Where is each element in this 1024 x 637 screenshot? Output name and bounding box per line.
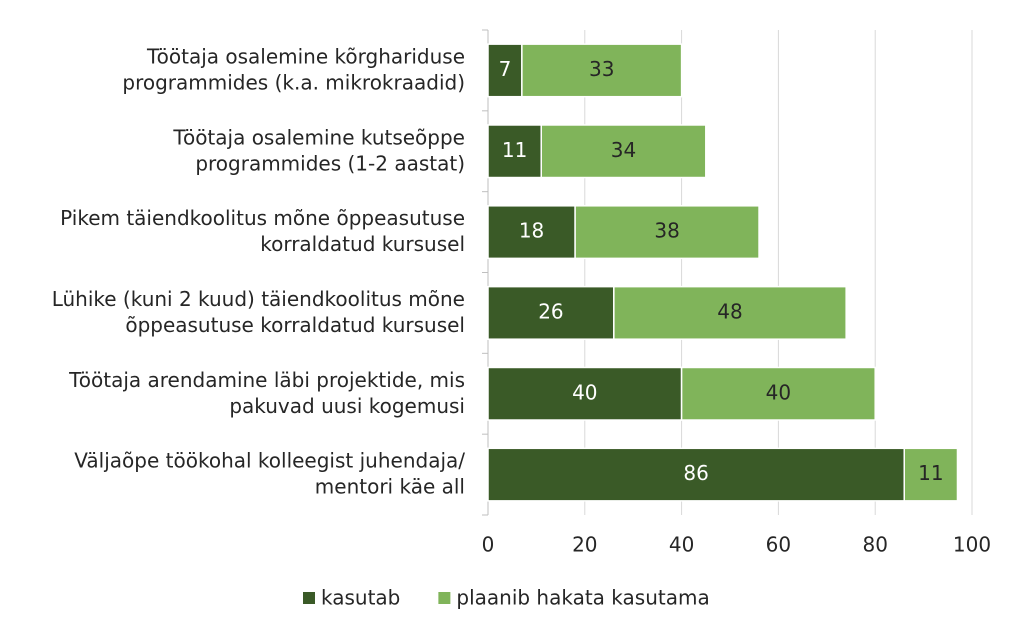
data-label: 40: [572, 380, 597, 404]
bar-segment: [487, 43, 523, 98]
data-label: 34: [611, 138, 636, 162]
bar-segment: [540, 124, 707, 179]
category-label: Lühike (kuni 2 kuud) täiendkoolitus mõne…: [52, 286, 465, 336]
data-label: 18: [519, 219, 544, 243]
bar-segment: [613, 285, 847, 340]
bar-segment: [487, 447, 905, 502]
category-label: Töötaja arendamine läbi projektide, mis p…: [68, 367, 465, 417]
bar-segment: [487, 124, 542, 179]
data-label: 40: [766, 380, 791, 404]
data-label: 48: [717, 299, 742, 323]
legend-label: kasutab: [321, 586, 400, 610]
data-label: 7: [499, 57, 512, 81]
data-label: 11: [502, 138, 527, 162]
x-tick-label: 40: [669, 533, 694, 557]
data-label: 33: [589, 57, 614, 81]
data-label: 38: [654, 219, 679, 243]
legend-swatch: [303, 592, 315, 604]
bar-segment: [680, 366, 876, 421]
x-tick-label: 60: [766, 533, 791, 557]
bar-segment: [487, 205, 576, 260]
legend-swatch: [438, 592, 451, 604]
bar-segment: [521, 43, 683, 98]
category-label: Töötaja osalemine kutseõppe programmides …: [172, 125, 465, 175]
data-label: 26: [538, 299, 563, 323]
x-tick-label: 20: [572, 533, 597, 557]
bar-segment: [487, 285, 615, 340]
data-label: 11: [918, 461, 943, 485]
x-tick-label: 80: [862, 533, 887, 557]
category-label: Väljaõpe töökohal kolleegist juhendaja/m…: [74, 448, 465, 498]
bar-segment: [574, 205, 760, 260]
x-tick-label: 100: [953, 533, 991, 557]
category-label: Töötaja osalemine kõrghariduse programmid…: [122, 44, 465, 94]
category-label: Pikem täiendkoolitus mõne õppeasutuse kor…: [60, 206, 465, 256]
data-label: 86: [683, 461, 708, 485]
legend-label: plaanib hakata kasutama: [456, 586, 709, 610]
bar-segment: [903, 447, 959, 502]
x-tick-label: 0: [482, 533, 495, 557]
